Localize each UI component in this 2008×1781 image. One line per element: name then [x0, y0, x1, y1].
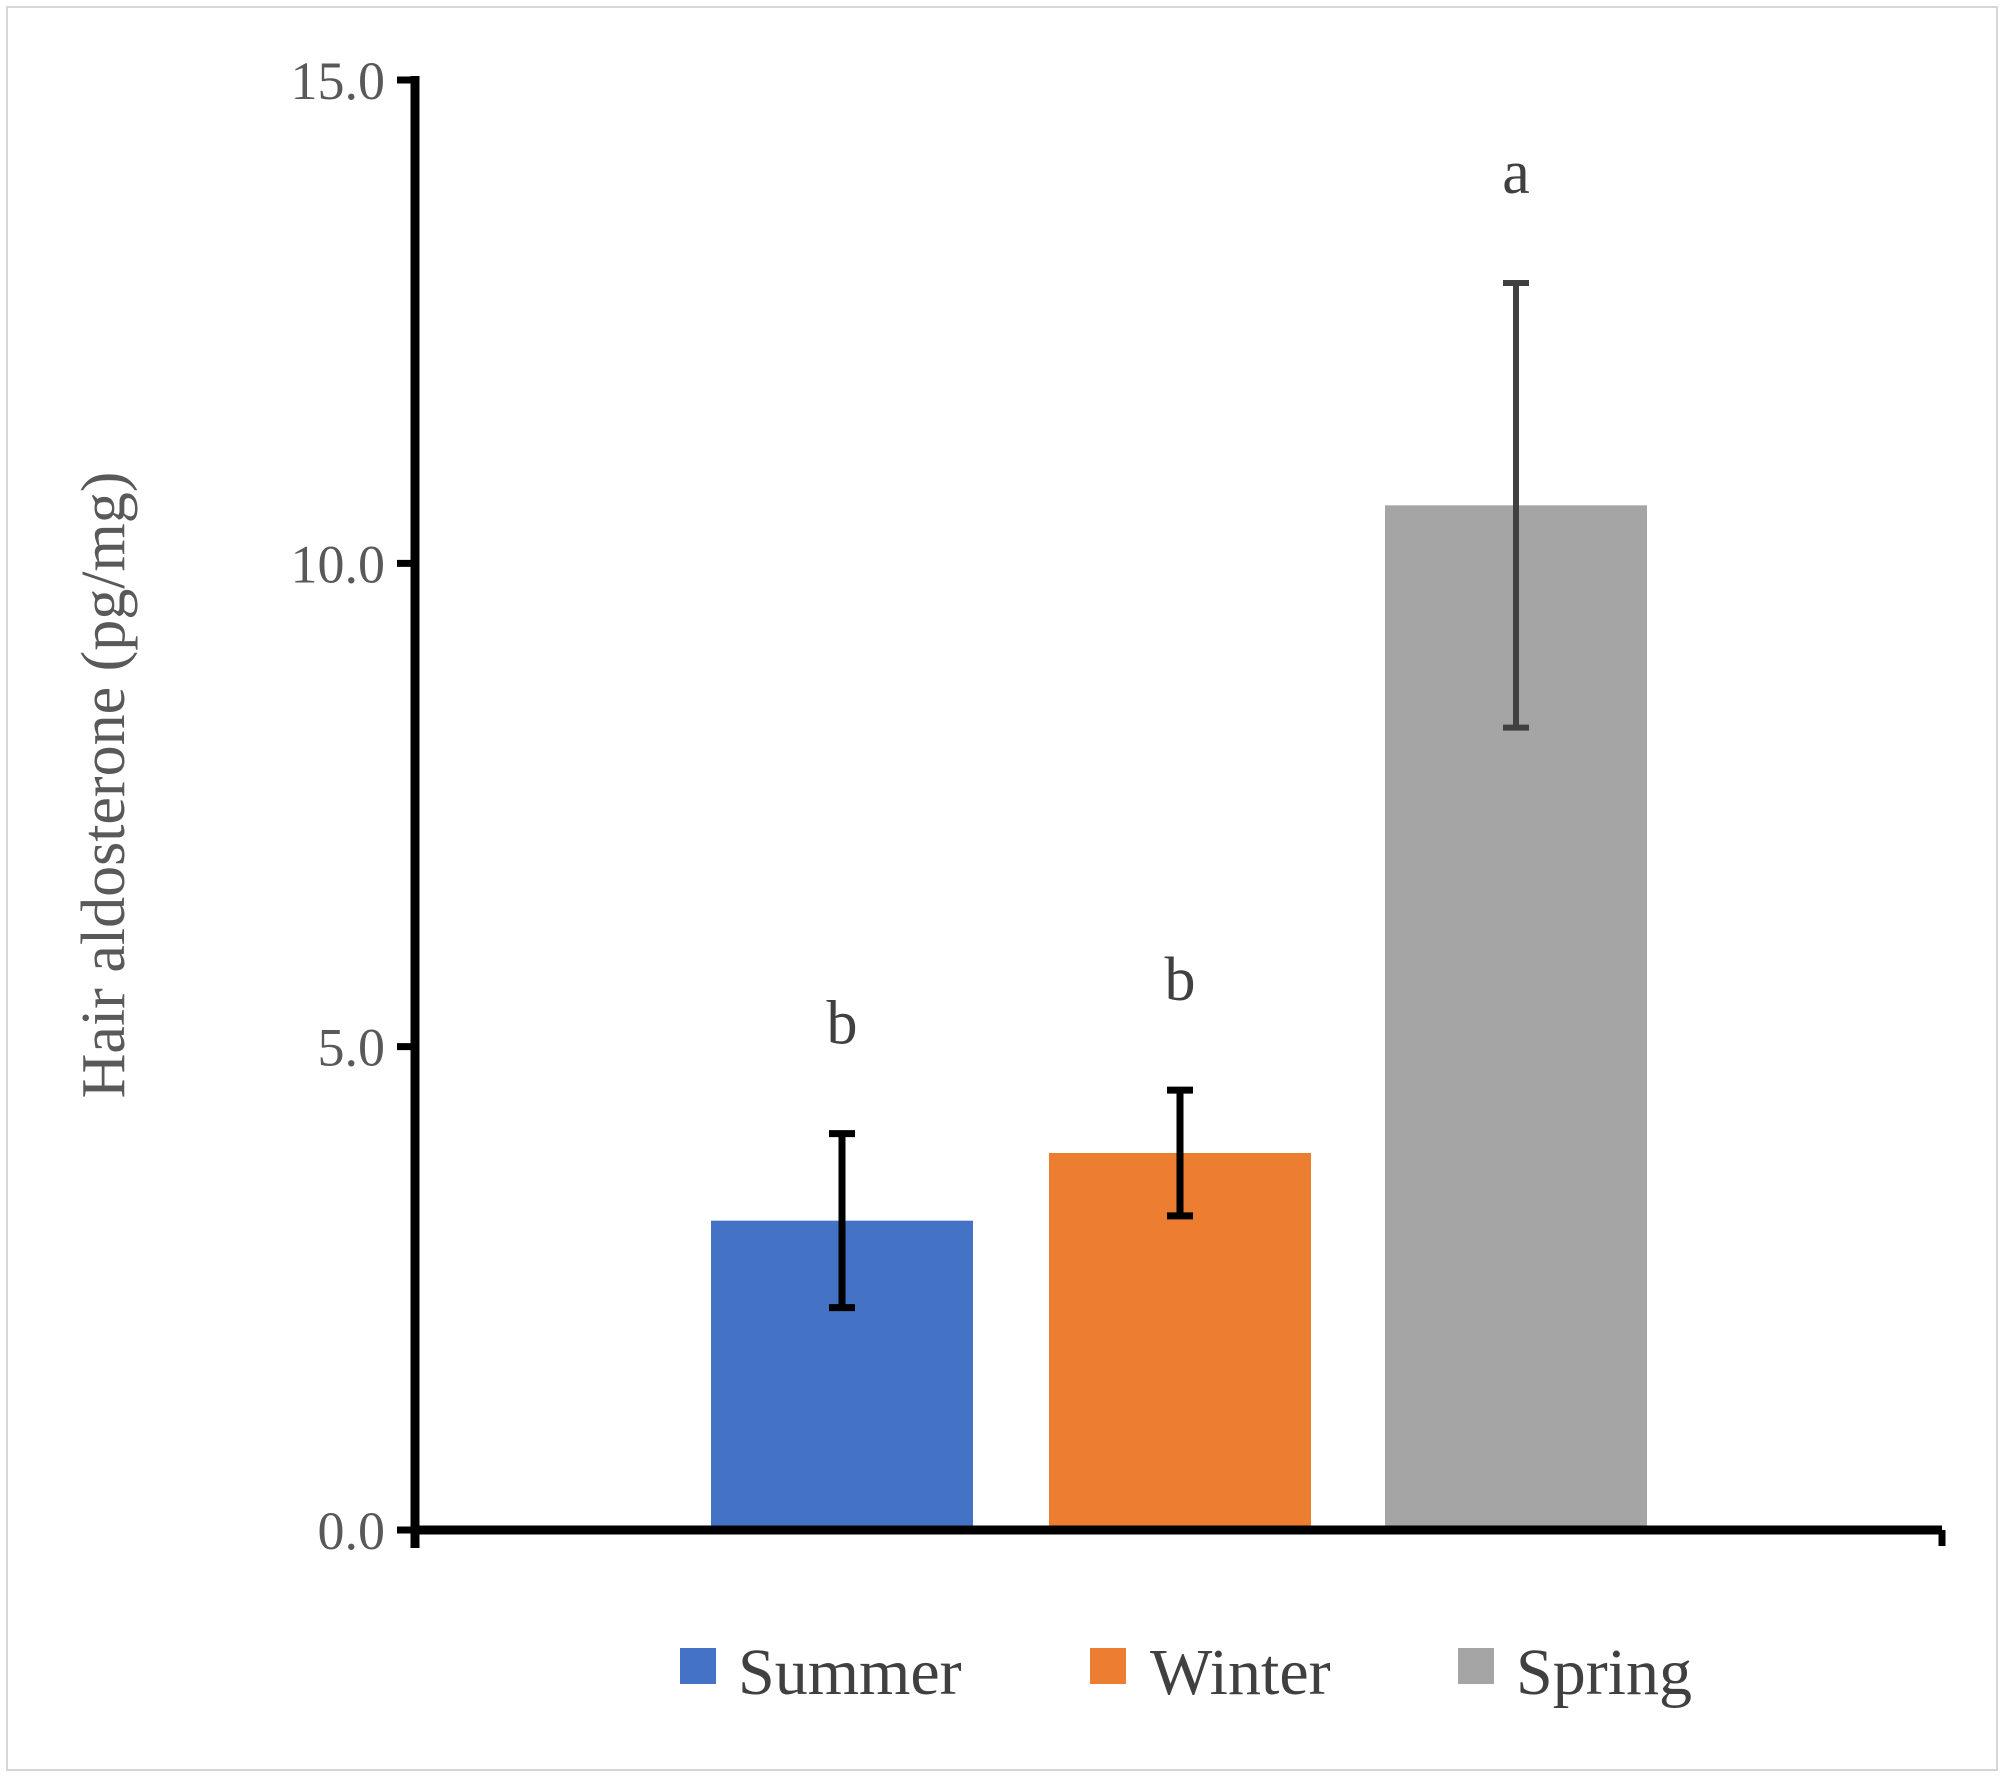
- error-bar-summer: [829, 1130, 855, 1312]
- significance-label-spring: a: [1502, 139, 1530, 207]
- y-ticks-group: 0.0 5.0 10.0 15.0: [291, 51, 415, 1561]
- chart-frame: [6, 6, 1998, 1771]
- legend-label-spring: Spring: [1516, 1636, 1692, 1709]
- y-tick-label: 5.0: [318, 1018, 386, 1078]
- legend-label-summer: Summer: [738, 1636, 962, 1709]
- significance-label-summer: b: [827, 990, 858, 1058]
- legend-item-spring: Spring: [1458, 1636, 1692, 1709]
- y-tick-label: 0.0: [318, 1501, 386, 1561]
- y-axis-title: Hair aldosterone (pg/mg): [70, 472, 138, 1099]
- legend-swatch-spring: [1458, 1648, 1494, 1684]
- error-bars-group: [829, 280, 1529, 1312]
- axes-group: [410, 76, 1946, 1548]
- legend-swatch-summer: [680, 1648, 716, 1684]
- y-tick-label: 15.0: [291, 51, 386, 111]
- significance-labels-group: b b a: [827, 139, 1530, 1058]
- legend-item-winter: Winter: [1090, 1636, 1331, 1709]
- error-bar-winter: [1167, 1086, 1193, 1220]
- legend-swatch-winter: [1090, 1648, 1126, 1684]
- error-bar-spring: [1503, 280, 1529, 731]
- significance-label-winter: b: [1165, 946, 1196, 1014]
- legend-label-winter: Winter: [1150, 1636, 1331, 1709]
- legend-item-summer: Summer: [680, 1636, 962, 1709]
- y-tick-label: 10.0: [291, 534, 386, 594]
- legend: Summer Winter Spring: [680, 1636, 1692, 1709]
